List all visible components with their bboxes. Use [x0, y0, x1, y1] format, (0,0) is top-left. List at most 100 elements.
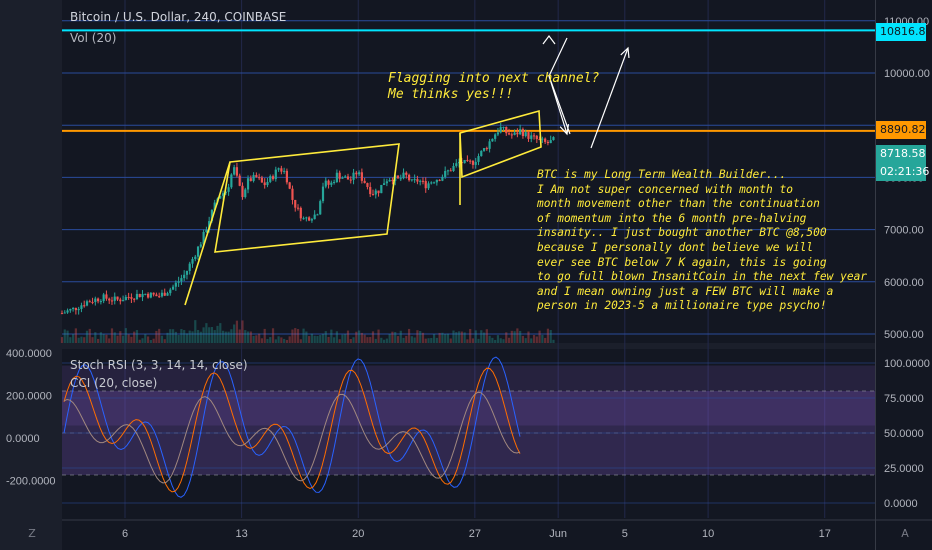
candle-body: [280, 168, 283, 172]
candle-body: [432, 182, 436, 184]
volume-bar: [507, 337, 511, 343]
candle-body: [224, 191, 227, 194]
candle-body: [130, 297, 133, 299]
cci-tick-label: 200.0000: [6, 391, 52, 403]
volume-bar: [319, 335, 322, 343]
volume-bar: [110, 328, 114, 343]
candle-body: [138, 293, 141, 298]
note-line: because I personally dont believe we wil…: [537, 240, 814, 254]
volume-bar: [469, 328, 472, 343]
volume-bar: [174, 331, 177, 343]
candle-body: [344, 176, 347, 178]
candle-body: [219, 195, 222, 199]
trend-drawing: [184, 161, 231, 306]
volume-indicator-label[interactable]: Vol (20): [70, 31, 117, 45]
stoch-rsi-label[interactable]: Stoch RSI (3, 3, 14, 14, close): [70, 358, 248, 372]
cci-label[interactable]: CCI (20, close): [70, 376, 158, 390]
price-tick-label: 10000.00: [884, 68, 930, 80]
candle-body: [271, 176, 275, 180]
candle-body: [110, 300, 114, 302]
volume-bar: [435, 337, 438, 343]
candle-body: [349, 179, 352, 181]
candle-body: [233, 167, 236, 175]
candle-body: [516, 132, 519, 135]
volume-bar: [321, 333, 325, 343]
candle-body: [438, 179, 441, 181]
volume-bar: [346, 330, 350, 343]
candle-body: [102, 294, 105, 302]
candle-body: [238, 175, 241, 186]
candle-body: [466, 159, 469, 161]
candle-body: [441, 176, 444, 181]
volume-bar: [316, 336, 319, 343]
volume-bar: [219, 323, 222, 343]
flag-annotation[interactable]: Flagging into next channel? Me thinks ye…: [388, 71, 599, 103]
candle-body: [260, 177, 264, 183]
volume-bar: [524, 338, 527, 343]
candle-body: [330, 182, 333, 185]
price-scale-panel[interactable]: [875, 0, 932, 550]
candle-body: [299, 207, 302, 219]
candle-body: [333, 182, 336, 184]
stoch-tick-label: 25.0000: [884, 463, 924, 475]
volume-bar: [85, 330, 89, 343]
time-tick-label: 10: [702, 528, 714, 540]
candle-body: [424, 181, 427, 189]
candle-body: [455, 163, 458, 166]
arrow-head: [559, 124, 570, 136]
stoch-k-line: [63, 356, 521, 498]
candle-body: [435, 179, 438, 183]
candle-body: [449, 170, 452, 172]
candle-body: [121, 300, 125, 302]
volume-bar: [124, 328, 127, 343]
volume-bar: [410, 336, 413, 343]
candle-body: [246, 178, 250, 190]
volume-bar: [99, 332, 102, 343]
candle-body: [541, 138, 544, 140]
candle-body: [185, 270, 189, 275]
volume-bar: [308, 336, 311, 343]
candle-body: [69, 308, 72, 311]
candle-body: [391, 180, 394, 182]
volume-bar: [341, 334, 344, 343]
volume-bar: [277, 336, 280, 343]
candle-body: [244, 189, 247, 198]
volume-bar: [252, 335, 255, 343]
volume-bar: [480, 330, 483, 343]
note-line: ever see BTC below 7 K again, this is go…: [537, 255, 827, 269]
volume-bar: [205, 323, 208, 343]
volume-bar: [310, 333, 313, 343]
volume-bar: [144, 334, 147, 343]
candle-body: [355, 172, 358, 175]
candle-body: [363, 180, 366, 184]
volume-bar: [171, 329, 175, 343]
candle-body: [85, 301, 89, 306]
price-tick-label: 6000.00: [884, 277, 924, 289]
candle-body: [444, 170, 447, 177]
zoom-button[interactable]: Z: [28, 527, 36, 540]
volume-bar: [382, 339, 386, 343]
candle-body: [316, 214, 319, 216]
volume-bar: [227, 331, 230, 343]
volume-bar: [324, 331, 327, 343]
volume-bar: [121, 335, 125, 343]
symbol-title[interactable]: Bitcoin / U.S. Dollar, 240, COINBASE: [70, 10, 287, 24]
candle-body: [277, 168, 280, 170]
auto-scale-button[interactable]: A: [901, 527, 909, 540]
volume-bar: [163, 339, 166, 343]
volume-bar: [460, 331, 463, 343]
volume-bar: [199, 331, 202, 343]
volume-bar: [216, 325, 219, 343]
note-annotation[interactable]: BTC is my Long Term Wealth Builder... I …: [537, 168, 867, 314]
candle-body: [519, 129, 522, 135]
candle-body: [213, 202, 216, 210]
candle-body: [191, 259, 194, 264]
cci-tick-label: -200.0000: [6, 476, 56, 488]
candle-body: [396, 175, 400, 179]
candle-body: [74, 307, 77, 311]
volume-bar: [374, 338, 377, 343]
candle-body: [457, 162, 461, 164]
volume-bar: [233, 324, 236, 343]
volume-bar: [196, 329, 200, 343]
